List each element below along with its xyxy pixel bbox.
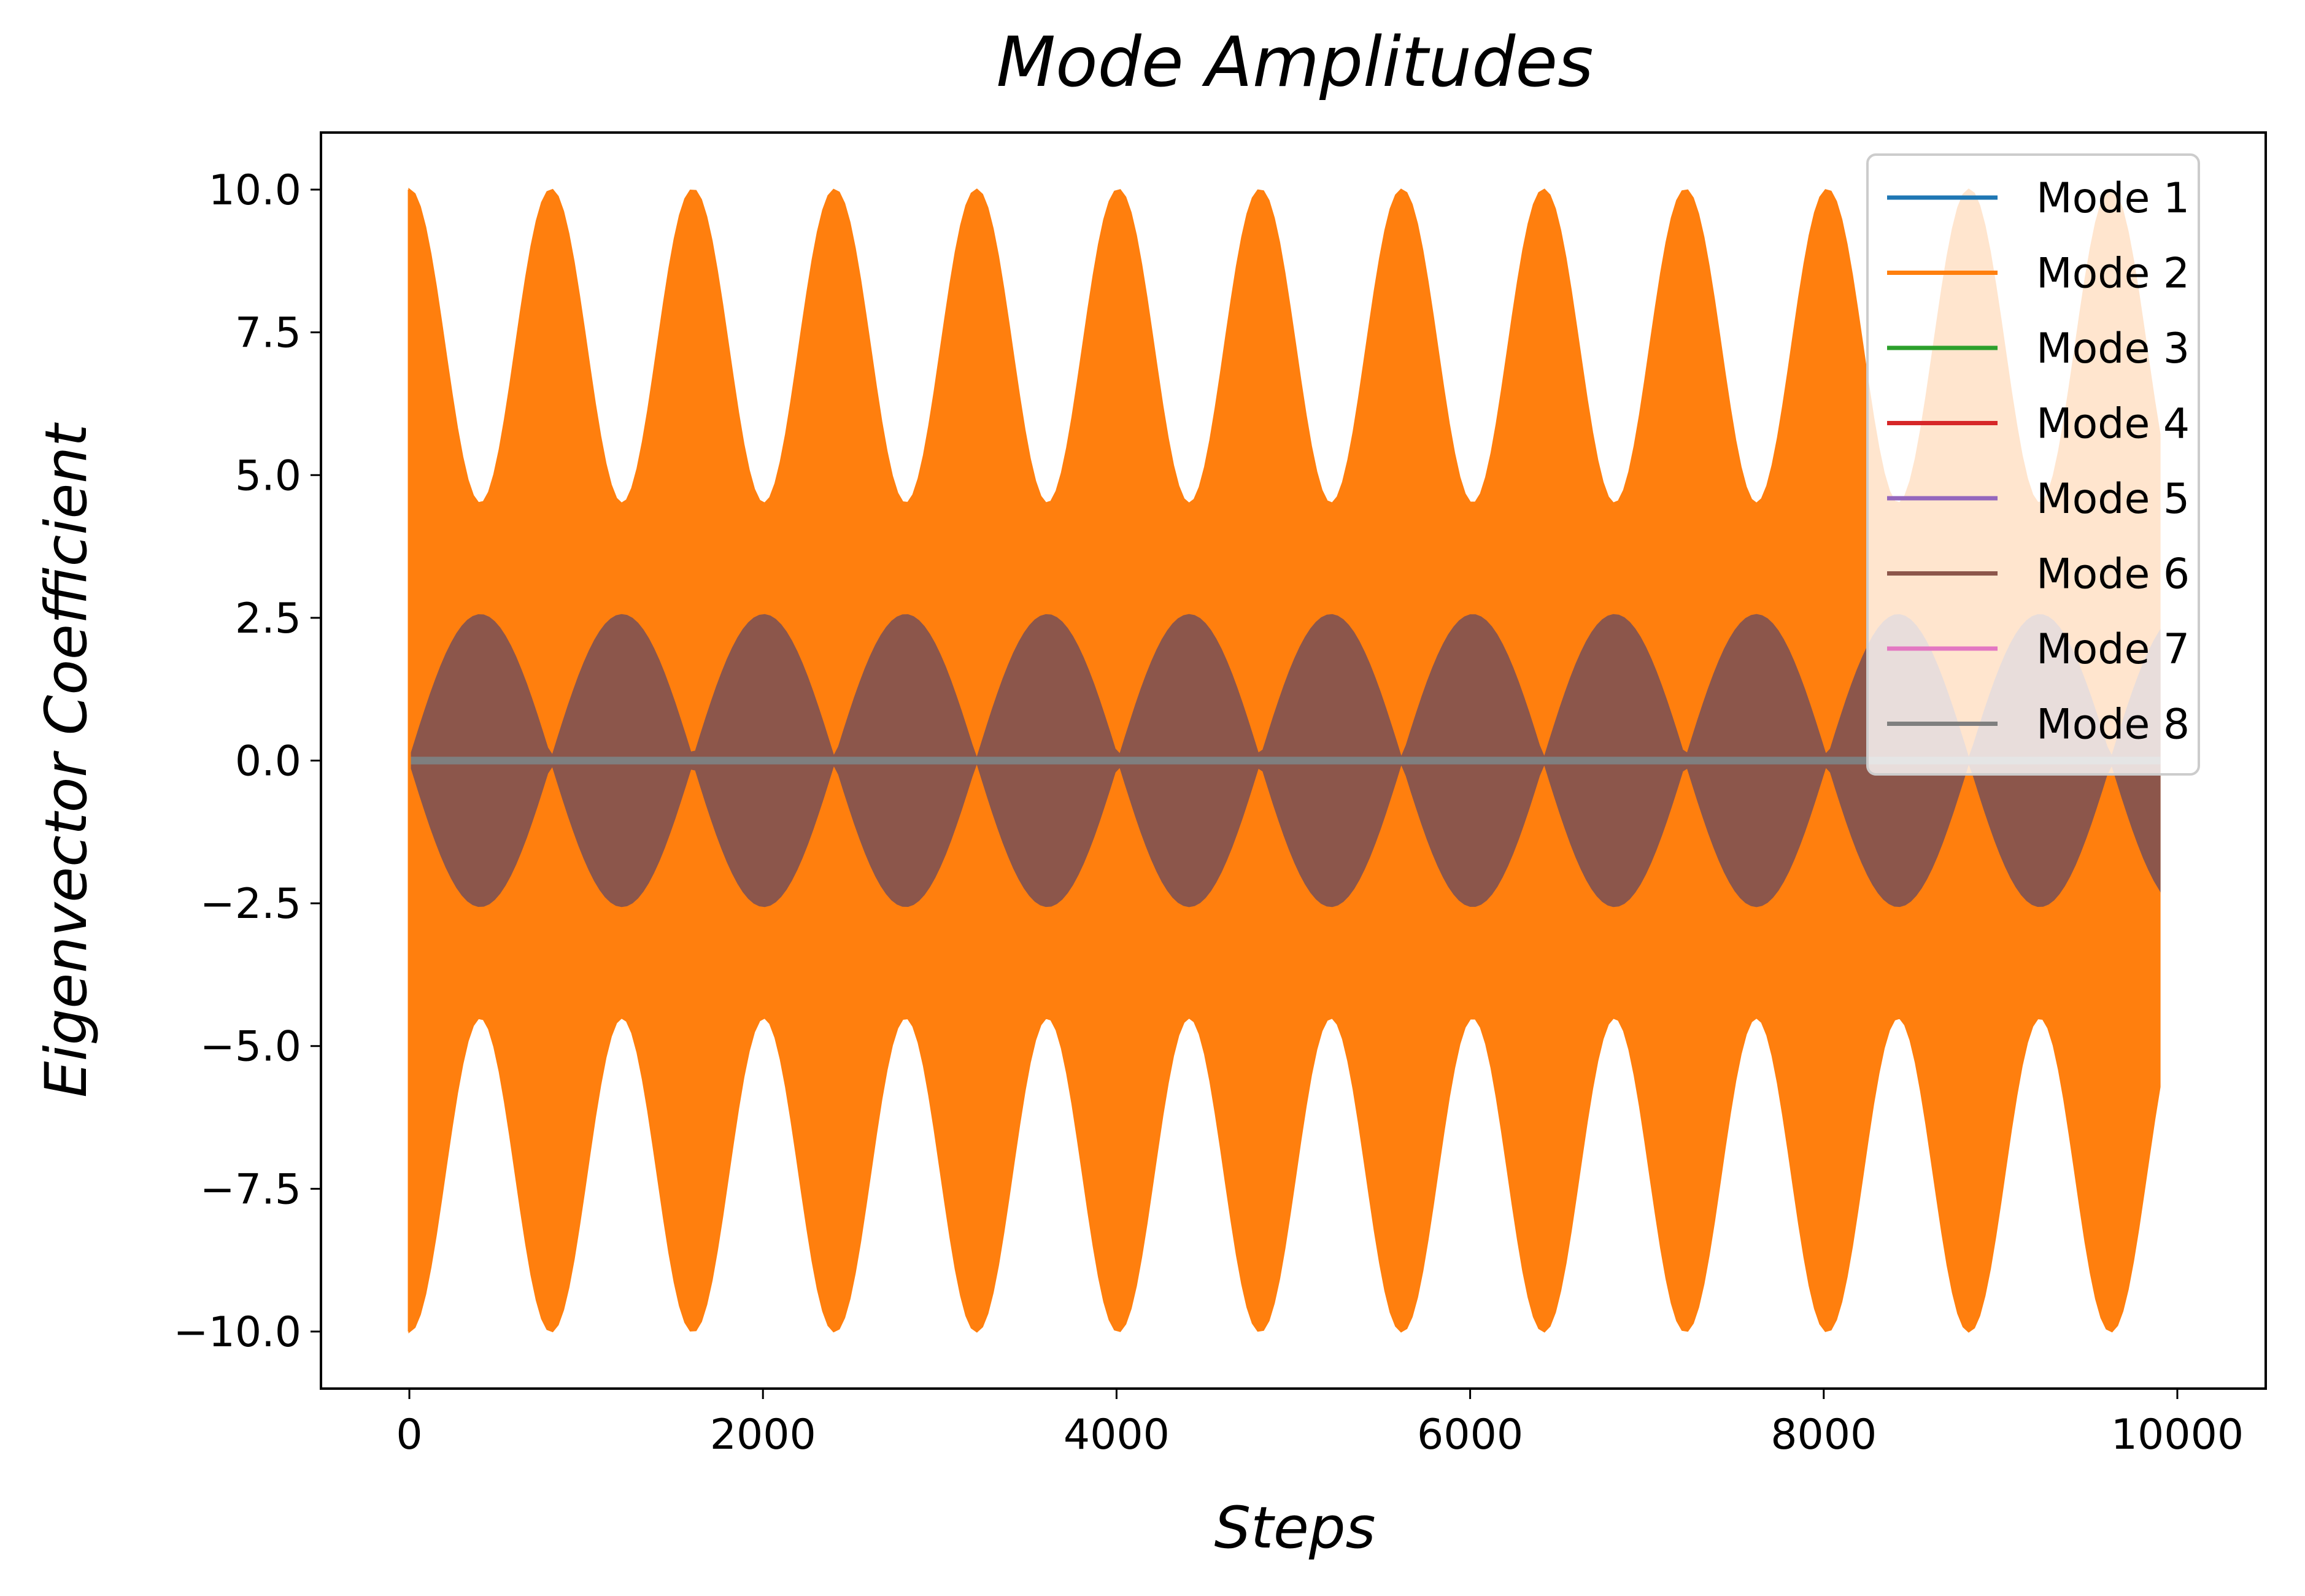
x-axis-label: Steps xyxy=(1214,1495,1376,1562)
legend-label: Mode 2 xyxy=(2036,250,2190,298)
series-layer xyxy=(407,187,2161,1334)
legend-frame xyxy=(1866,153,2200,776)
legend-label: Mode 7 xyxy=(2036,625,2190,674)
y-axis-label: Eigenvector Coefficient xyxy=(33,422,100,1098)
y-tick-label: −5.0 xyxy=(200,1023,301,1071)
legend-label: Mode 1 xyxy=(2036,174,2190,223)
y-tick-label: −10.0 xyxy=(174,1308,301,1357)
y-tick-label: −2.5 xyxy=(200,880,301,928)
x-tick-label: 10000 xyxy=(2111,1411,2244,1459)
legend-items: Mode 1 Mode 2 Mode 3 Mode 4 Mode 5 Mode 6 Mode… xyxy=(1887,174,2190,749)
legend-label: Mode 8 xyxy=(2036,701,2190,749)
x-tick-label: 0 xyxy=(396,1411,422,1459)
x-tick-label: 4000 xyxy=(1064,1411,1170,1459)
y-tick-label: 7.5 xyxy=(235,309,301,358)
legend: Mode 1 Mode 2 Mode 3 Mode 4 Mode 5 Mode 6 Mode… xyxy=(1866,153,2200,776)
legend-label: Mode 4 xyxy=(2036,400,2190,449)
y-tick-label: 5.0 xyxy=(235,452,301,500)
x-tick-label: 8000 xyxy=(1770,1411,1877,1459)
y-tick-label: 0.0 xyxy=(235,738,301,786)
x-tick-label: 6000 xyxy=(1417,1411,1523,1459)
y-tick-label: −7.5 xyxy=(200,1165,301,1214)
y-tick-label: 10.0 xyxy=(209,166,301,215)
chart-title: Mode Amplitudes xyxy=(996,23,1593,102)
legend-label: Mode 6 xyxy=(2036,550,2190,599)
legend-label: Mode 3 xyxy=(2036,325,2190,373)
y-tick-label: 2.5 xyxy=(235,595,301,643)
x-axis-ticks: 0 2000 4000 6000 8000 10000 xyxy=(396,1389,2244,1459)
legend-label: Mode 5 xyxy=(2036,475,2190,523)
x-tick-label: 2000 xyxy=(710,1411,816,1459)
y-axis-ticks: 10.0 7.5 5.0 2.5 0.0 −2.5 −5.0 −7.5 −10.0 xyxy=(174,166,321,1357)
